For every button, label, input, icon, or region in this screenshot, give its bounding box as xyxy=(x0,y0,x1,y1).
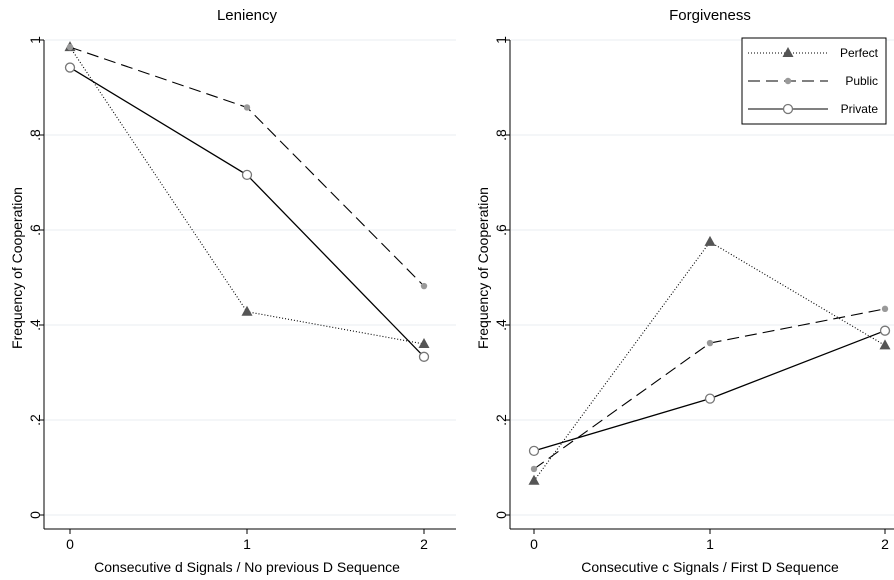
series-line-public xyxy=(69,46,425,287)
y-tick-label: .2 xyxy=(493,414,509,426)
y-tick-label: .8 xyxy=(27,129,43,141)
x-tick-label: 2 xyxy=(881,536,889,552)
x-tick-label: 2 xyxy=(420,536,428,552)
x-axis-label: Consecutive c Signals / First D Sequence xyxy=(581,559,839,575)
y-tick-label: 0 xyxy=(27,511,43,519)
legend: Perfect Public Private xyxy=(741,37,887,125)
y-tick-label: .6 xyxy=(27,224,43,236)
chart-title: Leniency xyxy=(217,7,278,24)
y-tick-label: .4 xyxy=(493,319,509,331)
y-tick-label: .2 xyxy=(27,414,43,426)
x-tick-label: 1 xyxy=(243,536,251,552)
data-point xyxy=(241,169,253,181)
data-point xyxy=(64,62,76,73)
chart-title: Forgiveness xyxy=(669,7,751,24)
data-point xyxy=(243,104,251,111)
data-point xyxy=(66,43,74,51)
y-axis-label: Frequency of Cooperation xyxy=(9,187,25,349)
data-point xyxy=(241,305,253,316)
x-tick-label: 1 xyxy=(706,536,714,552)
panel-forgiveness: Forgiveness Frequency of Cooperation Con… xyxy=(475,7,894,575)
data-point xyxy=(418,351,430,362)
panel-leniency: Leniency Frequency of Cooperation Consec… xyxy=(9,7,456,575)
data-point xyxy=(530,465,538,473)
data-point xyxy=(881,305,889,313)
x-axis-label: Consecutive d Signals / No previous D Se… xyxy=(94,559,400,575)
data-point xyxy=(704,235,716,246)
y-tick-label: .6 xyxy=(493,224,509,236)
series-line-public xyxy=(533,308,886,470)
data-point xyxy=(879,325,891,336)
series-line-perfect xyxy=(533,241,886,482)
legend-label: Public xyxy=(845,74,878,88)
legend-label: Private xyxy=(841,102,879,116)
series-line-perfect xyxy=(69,46,425,345)
y-tick-label: .8 xyxy=(493,129,509,141)
data-point xyxy=(704,393,716,404)
legend-label: Perfect xyxy=(840,46,879,60)
y-tick-label: 1 xyxy=(27,36,43,44)
y-tick-label: 0 xyxy=(493,511,509,519)
y-tick-label: .4 xyxy=(27,319,43,331)
data-point xyxy=(418,338,430,348)
data-point xyxy=(784,77,792,85)
data-point xyxy=(420,282,428,290)
x-tick-label: 0 xyxy=(66,536,74,552)
data-point xyxy=(782,47,794,57)
data-point xyxy=(782,103,794,115)
data-point xyxy=(528,445,540,457)
data-point xyxy=(528,474,540,485)
y-axis-label: Frequency of Cooperation xyxy=(475,187,491,349)
data-point xyxy=(879,339,891,350)
data-point xyxy=(706,339,714,347)
y-tick-label: 1 xyxy=(493,36,509,44)
x-tick-label: 0 xyxy=(530,536,538,552)
series-line-private xyxy=(533,330,886,452)
